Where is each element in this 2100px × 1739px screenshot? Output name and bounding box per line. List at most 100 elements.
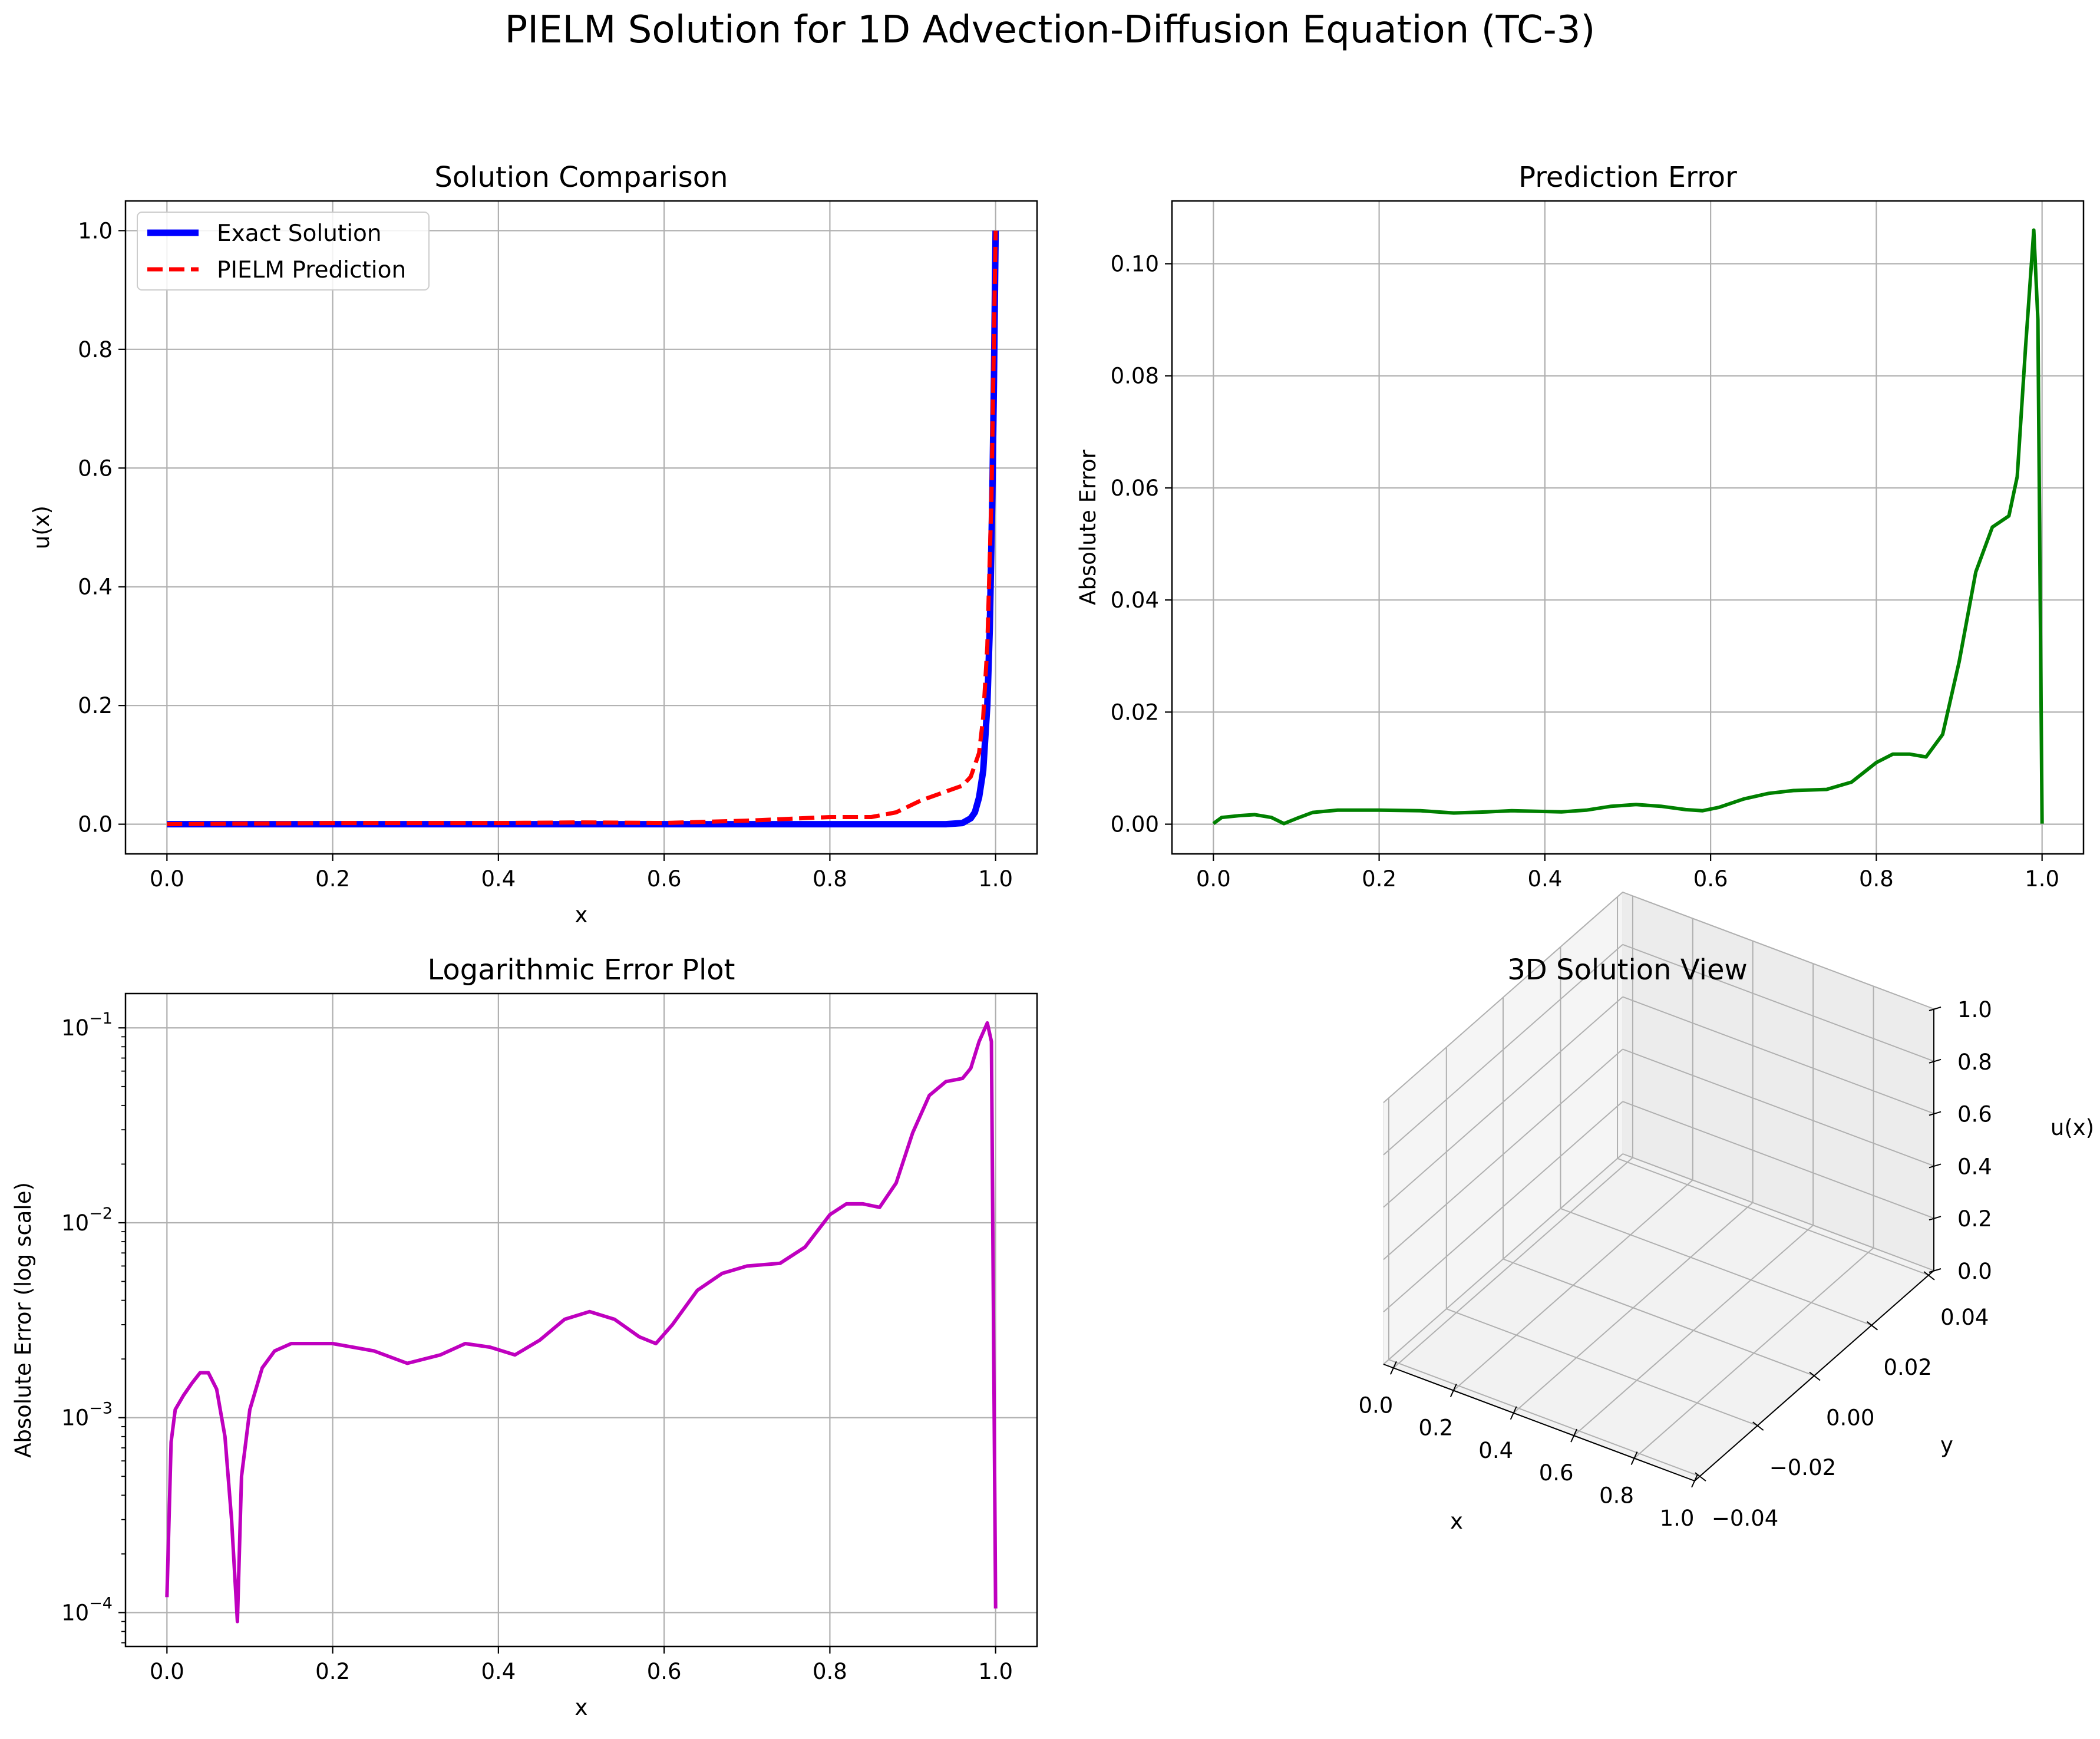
grid-3d-y-floor: [1503, 1258, 1815, 1377]
y-tick-label-3d: −0.02: [1769, 1455, 1836, 1480]
chart-panel-1: 0.0 0.2 0.4 0.6 0.8 1.0 0.00 0.02 0.04 0.06 0.08 0.…: [1075, 161, 2085, 928]
y-tick-label: 0.0: [78, 812, 113, 837]
series-line-0: [165, 1021, 998, 1623]
z-tick-mark-3d: [1929, 1163, 1941, 1169]
y-tick-label: 10−1: [61, 1009, 113, 1041]
x-tick-mark-3d: [1630, 1451, 1638, 1466]
grid-3d-z-side: [1383, 1101, 1623, 1312]
y-tick-label: 0.6: [78, 456, 113, 481]
y-tick-mark-3d: [1695, 1472, 1706, 1481]
figure-title: PIELM Solution for 1D Advection-Diffusio…: [504, 8, 1596, 52]
x-tick-label: 0.4: [481, 1659, 516, 1684]
chart-title: Logarithmic Error Plot: [428, 953, 735, 986]
y-tick-label: 0.00: [1111, 812, 1159, 837]
y-tick-label-3d: −0.04: [1712, 1506, 1778, 1531]
axes-frame: [124, 200, 1038, 855]
x-tick-label: 0.8: [1859, 866, 1894, 892]
x-tick-mark-3d: [1510, 1406, 1517, 1420]
series-line-0: [1212, 228, 2044, 826]
y-axis-label-3d: y: [1940, 1433, 1953, 1458]
z-tick-mark-3d: [1929, 1268, 1941, 1273]
grid-3d-z-back: [1622, 892, 1934, 1009]
legend-box: [137, 212, 430, 291]
y-tick-base: 10: [61, 1405, 89, 1431]
legend: Exact Solution PIELM Prediction: [137, 212, 430, 291]
grid-3d-y-floor: [1446, 1308, 1758, 1427]
z-tick-mark-3d: [1929, 1058, 1941, 1064]
y-tick-label: 0.04: [1111, 588, 1159, 613]
z-tick-label-3d: 0.2: [1957, 1206, 1992, 1232]
y-tick-label: 0.4: [78, 575, 113, 600]
chart-panel-0: 0.0 0.2 0.4 0.6 0.8 1.0 0.0 0.2 0.4 0.6 0.8 1.0 Solu…: [29, 161, 1038, 928]
chart-panel-2: 0.0 0.2 0.4 0.6 0.8 1.010−410−310−210−1Logari…: [11, 953, 1038, 1720]
x-tick-label: 0.0: [1196, 866, 1231, 892]
x-tick-label: 1.0: [978, 1659, 1013, 1684]
z-tick-label-3d: 1.0: [1957, 997, 1992, 1022]
x-axis-label-3d: x: [1450, 1509, 1463, 1534]
grid-3d-z-back: [1622, 1048, 1934, 1167]
grid-3d-z-side: [1383, 996, 1623, 1208]
y-tick-mark-3d: [1809, 1371, 1821, 1381]
z-tick-mark-3d: [1929, 1007, 1941, 1011]
chart-title-3d: 3D Solution View: [1507, 953, 1747, 986]
z-tick-mark-3d: [1929, 1111, 1941, 1116]
y-tick-label: 0.06: [1111, 476, 1159, 501]
chart-panel-3d: 0.0 0.2 0.4 0.6 0.8 1.0 x −0.04 −0.02 0.00 0.02 0.0…: [1358, 890, 2094, 1534]
y-tick-label: 10−2: [61, 1205, 113, 1236]
legend-label-0: Exact Solution: [217, 220, 382, 247]
x-tick-label: 0.4: [1527, 866, 1562, 892]
y-axis-label: Absolute Error (log scale): [11, 1182, 36, 1458]
y-tick-exponent: −2: [89, 1205, 113, 1223]
x-tick-label: 0.6: [647, 866, 682, 892]
x-tick-label-3d: 0.0: [1358, 1392, 1393, 1418]
x-tick-label: 0.8: [813, 1659, 847, 1684]
y-tick-label: 0.8: [78, 337, 113, 362]
z-tick-label-3d: 0.0: [1957, 1259, 1992, 1284]
y-axis-label: Absolute Error: [1075, 449, 1101, 605]
y-tick-label-3d: 0.04: [1940, 1305, 1989, 1330]
grid-3d-y-floor: [1560, 1207, 1872, 1326]
z-tick-label-3d: 0.4: [1957, 1154, 1992, 1179]
grid-3d-z-back: [1622, 996, 1934, 1114]
x-tick-mark-3d: [1449, 1384, 1457, 1397]
chart-title: Solution Comparison: [434, 161, 728, 194]
y-axis-label: u(x): [29, 506, 54, 549]
y-tick-label: 10−4: [61, 1594, 113, 1625]
x-tick-label-3d: 0.2: [1418, 1415, 1453, 1441]
y-tick-exponent: −1: [89, 1009, 113, 1028]
x-tick-label: 0.6: [1693, 866, 1728, 892]
y-tick-label-3d: 0.02: [1883, 1355, 1931, 1380]
grid-3d-z-side: [1383, 944, 1623, 1156]
y-tick-base: 10: [61, 1600, 89, 1625]
x-tick-label-3d: 0.6: [1539, 1460, 1574, 1486]
series-line-0: [167, 230, 999, 828]
x-tick-label: 0.8: [813, 866, 847, 892]
z-tick-label-3d: 0.8: [1957, 1050, 1992, 1075]
legend-label-1: PIELM Prediction: [217, 257, 406, 283]
x-tick-label: 0.0: [150, 866, 184, 892]
x-tick-label: 0.6: [647, 1659, 682, 1684]
z-tick-label-3d: 0.6: [1957, 1102, 1992, 1127]
x-tick-label: 0.4: [481, 866, 516, 892]
grid-3d-z-side: [1383, 1048, 1623, 1260]
y-tick-mark-3d: [1923, 1271, 1935, 1281]
y-tick-exponent: −3: [89, 1400, 113, 1418]
x-tick-label: 1.0: [2025, 866, 2059, 892]
z-tick-mark-3d: [1929, 1216, 1941, 1221]
x-tick-label-3d: 1.0: [1660, 1506, 1695, 1531]
series-line-1: [167, 230, 998, 827]
y-tick-label: 10−3: [61, 1400, 113, 1431]
x-tick-label: 0.2: [1362, 866, 1396, 892]
x-tick-label: 0.2: [315, 866, 350, 892]
axes-frame: [124, 992, 1038, 1648]
x-tick-label-3d: 0.8: [1599, 1483, 1634, 1509]
x-tick-mark-3d: [1389, 1361, 1397, 1375]
x-axis-label: x: [575, 1695, 588, 1720]
x-tick-label: 0.2: [315, 1659, 350, 1684]
series-group: [167, 230, 999, 828]
grid-3d-z-side: [1383, 1153, 1623, 1365]
y-tick-label: 1.0: [78, 218, 113, 243]
y-tick-mark-3d: [1866, 1321, 1878, 1331]
